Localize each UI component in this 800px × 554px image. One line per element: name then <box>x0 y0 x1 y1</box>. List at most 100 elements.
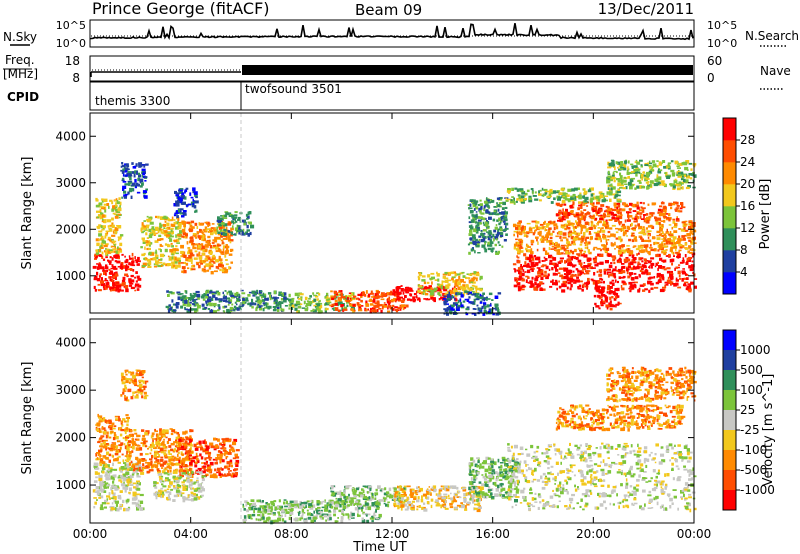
colorbar-swatch <box>723 250 736 273</box>
colorbar-swatch <box>723 450 736 471</box>
power-panel: 1000 2000 3000 4000 Slant Range [km] 4 8 12 16… <box>20 112 773 316</box>
nave-right-tick-bottom: 0 <box>707 71 715 85</box>
colorbar-tick-label: -500 <box>740 463 767 477</box>
nave-right-tick-top: 60 <box>707 54 722 68</box>
freq-left-tick-top: 18 <box>65 54 80 68</box>
scatter-region <box>120 369 149 402</box>
freq-label-line2: [MHz] <box>3 67 38 81</box>
colorbar-swatch <box>723 118 736 141</box>
power-y-axis: 1000 2000 3000 4000 <box>55 129 694 283</box>
colorbar-tick-label: 100 <box>740 383 763 397</box>
scatter-region <box>165 289 294 314</box>
velocity-scatter-layer <box>92 366 697 525</box>
scatter-region <box>512 252 698 293</box>
noise-panel: N.Sky 10^5 10^0 10^5 10^0 N.Search <box>3 19 799 50</box>
colorbar-swatch <box>723 272 736 295</box>
x-tick-label: 00:00 <box>677 527 712 541</box>
scatter-region <box>555 201 686 224</box>
noise-right-tick-top: 10^5 <box>707 19 737 32</box>
noise-search-label: N.Search <box>745 29 799 43</box>
power-ylabel: Slant Range [km] <box>20 157 35 270</box>
colorbar-swatch <box>723 206 736 229</box>
noise-sky-label: N.Sky <box>3 30 37 44</box>
y-tick-label: 2000 <box>55 431 86 445</box>
scatter-region <box>606 159 697 191</box>
freq-left-tick-bottom: 8 <box>72 71 80 85</box>
colorbar-tick-label: 24 <box>740 155 755 169</box>
y-tick-label: 1000 <box>55 478 86 492</box>
y-tick-label: 1000 <box>55 269 86 283</box>
power-colorbar: 4 8 12 16 20 24 28 <box>722 117 755 295</box>
scatter-region <box>140 215 184 270</box>
colorbar-frame <box>722 329 737 511</box>
scatter-region <box>467 197 509 255</box>
x-tick-label: 12:00 <box>375 527 410 541</box>
scatter-region <box>95 197 124 256</box>
scatter-region <box>180 220 234 275</box>
colorbar-swatch <box>723 330 736 351</box>
y-tick-label: 4000 <box>55 129 86 143</box>
y-tick-label: 3000 <box>55 176 86 190</box>
velocity-ylabel: Slant Range [km] <box>20 362 35 475</box>
colorbar-swatch <box>723 140 736 163</box>
colorbar-swatch <box>723 490 736 511</box>
velocity-panel: 1000 2000 3000 4000 00:00 04:00 08:00 12:00 16:… <box>20 318 776 554</box>
power-scatter-layer <box>92 159 698 316</box>
x-tick-label: 04:00 <box>173 527 208 541</box>
colorbar-tick-label: -25 <box>740 423 760 437</box>
freq-trace-twofsound <box>242 65 693 75</box>
scatter-region <box>442 290 502 316</box>
colorbar-tick-label: 16 <box>740 199 755 213</box>
cpid-panel-frame <box>89 81 695 111</box>
nave-label: Nave <box>760 64 791 78</box>
power-colorbar-label: Power [dB] <box>758 179 773 250</box>
colorbar-swatch <box>723 430 736 451</box>
colorbar-swatch <box>723 410 736 431</box>
cpid-segment-twofsound: twofsound 3501 <box>245 82 342 96</box>
cpid-panel: CPID themis 3300 twofsound 3501 <box>7 81 695 111</box>
colorbar-tick-label: 28 <box>740 133 755 147</box>
colorbar-swatch <box>723 470 736 491</box>
freq-panel: Freq. [MHz] 18 8 60 0 Nave <box>3 53 791 90</box>
power-x-ticks <box>89 113 695 313</box>
freq-panel-frame <box>89 55 695 82</box>
scatter-region <box>606 366 697 403</box>
colorbar-tick-label: 25 <box>740 403 755 417</box>
cpid-segment-themis: themis 3300 <box>95 94 170 108</box>
colorbar-tick-label: 8 <box>740 243 748 257</box>
cpid-label: CPID <box>7 90 39 104</box>
freq-label-line1: Freq. <box>5 53 35 67</box>
y-tick-label: 4000 <box>55 336 86 350</box>
colorbar-tick-label: 4 <box>740 265 748 279</box>
noise-left-tick-top: 10^5 <box>56 19 86 32</box>
scatter-region <box>153 470 207 503</box>
colorbar-swatch <box>723 350 736 371</box>
scatter-region <box>92 252 142 293</box>
scatter-region <box>216 211 255 237</box>
scatter-region <box>242 499 382 525</box>
x-tick-label: 20:00 <box>576 527 611 541</box>
date-label: 13/Dec/2011 <box>598 0 694 18</box>
station-title: Prince George (fitACF) <box>92 0 270 18</box>
colorbar-tick-label: -1000 <box>740 483 775 497</box>
colorbar-tick-label: 12 <box>740 221 755 235</box>
colorbar-tick-label: 1000 <box>740 343 771 357</box>
x-tick-label: 08:00 <box>274 527 309 541</box>
colorbar-swatch <box>723 162 736 185</box>
scatter-region <box>393 485 484 513</box>
noise-left-tick-bottom: 10^0 <box>56 37 86 50</box>
y-tick-label: 2000 <box>55 222 86 236</box>
noise-right-tick-bottom: 10^0 <box>707 37 737 50</box>
colorbar-tick-label: 20 <box>740 177 755 191</box>
colorbar-swatch <box>723 228 736 251</box>
noise-sky-trace <box>90 23 694 41</box>
velocity-x-axis: 00:00 04:00 08:00 12:00 16:00 20:00 00:00 <box>73 319 712 541</box>
scatter-region <box>120 162 149 199</box>
colorbar-tick-label: -100 <box>740 443 767 457</box>
velocity-colorbar: 1000 500 100 25 -25 -100 -500 -1000 <box>722 329 775 511</box>
x-tick-label: 16:00 <box>475 527 510 541</box>
colorbar-swatch <box>723 184 736 207</box>
colorbar-tick-label: 500 <box>740 363 763 377</box>
scatter-region <box>505 187 622 205</box>
